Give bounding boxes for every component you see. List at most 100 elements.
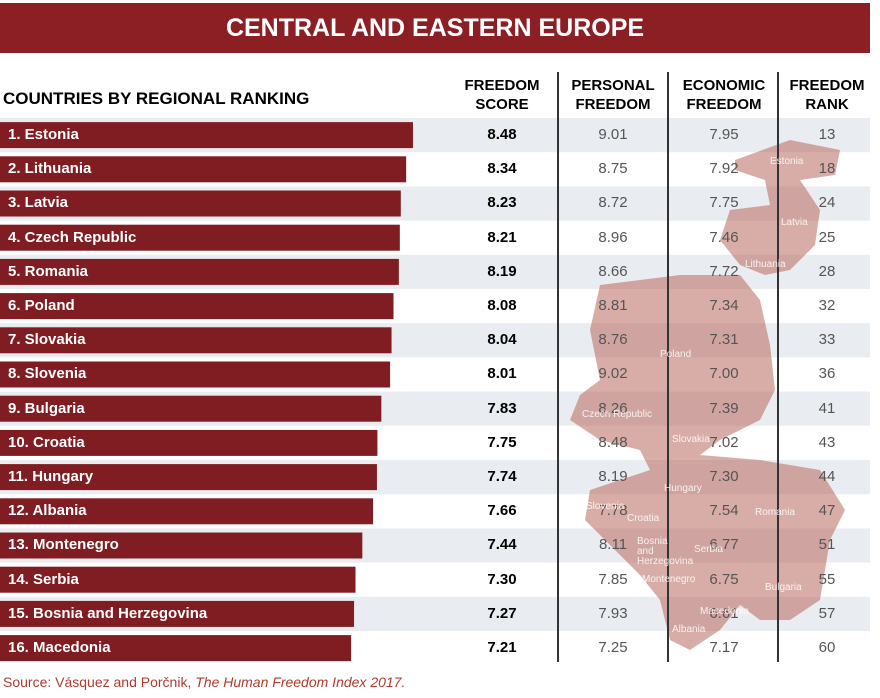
map-label: Slovenia [586, 501, 625, 512]
value-label: 7.75 [487, 433, 517, 451]
value-label: 8.34 [487, 160, 517, 178]
map-label: Czech Republic [582, 409, 653, 420]
value-label: 7.83 [487, 399, 517, 417]
bar [0, 532, 363, 559]
value-label: 57 [818, 604, 836, 622]
value-label: 25 [818, 228, 836, 246]
value-label: 7.34 [709, 297, 739, 314]
bar [0, 224, 400, 251]
value-label: 7.00 [709, 365, 739, 383]
value-label: 7.72 [709, 262, 739, 280]
category-label: 14. Serbia [8, 570, 79, 588]
map-label: Poland [660, 349, 692, 360]
bar [0, 566, 356, 593]
map [570, 140, 845, 650]
value-label: 8.76 [598, 331, 628, 349]
map-label: Albania [672, 624, 706, 635]
map-label: Bosnia and Herzegovina [637, 536, 694, 567]
bar [0, 190, 401, 217]
bar [0, 600, 355, 627]
value-label: 32 [818, 297, 836, 314]
value-label: 7.39 [709, 399, 739, 417]
category-label: 6. Poland [8, 297, 75, 314]
value-label: 47 [818, 502, 836, 520]
column-header: ECONOMIC FREEDOM [682, 77, 766, 113]
category-label: 3. Latvia [8, 194, 69, 212]
value-label: 44 [818, 468, 836, 485]
category-label: 1. Estonia [8, 126, 79, 143]
value-label: 7.66 [487, 502, 517, 520]
bar [0, 498, 374, 525]
title: CENTRAL AND EASTERN EUROPE [0, 3, 870, 53]
map-label: Bulgaria [765, 582, 802, 593]
value-label: 8.08 [487, 297, 517, 314]
value-label: 33 [818, 331, 836, 349]
value-label: 7.54 [709, 502, 739, 520]
value-label: 6.75 [709, 570, 739, 588]
map-label: Macedonia [700, 606, 749, 617]
category-label: 16. Macedonia [8, 639, 111, 656]
category-label: 8. Slovenia [8, 365, 87, 383]
bar [0, 429, 378, 456]
value-label: 60 [818, 639, 836, 656]
value-label: 7.27 [487, 604, 517, 622]
value-label: 7.30 [709, 468, 739, 485]
category-label: 12. Albania [8, 502, 87, 520]
value-label: 7.92 [709, 160, 739, 178]
bar [0, 395, 382, 422]
value-label: 7.95 [709, 126, 739, 143]
source-title: The Human Freedom Index 2017. [195, 674, 406, 690]
bar [0, 464, 377, 491]
bar [0, 361, 391, 388]
map-label: Slovakia [672, 434, 710, 445]
value-label: 8.21 [487, 228, 517, 246]
value-label: 43 [818, 433, 836, 451]
value-label: 41 [818, 399, 836, 417]
value-label: 9.01 [598, 126, 628, 143]
category-label: 4. Czech Republic [8, 228, 137, 246]
value-label: 8.04 [487, 331, 517, 349]
value-label: 7.44 [487, 536, 517, 554]
value-label: 8.48 [487, 126, 517, 143]
map-label: Croatia [627, 513, 660, 524]
value-label: 8.11 [598, 536, 628, 554]
value-label: 7.31 [709, 331, 739, 349]
value-label: 8.26 [598, 399, 628, 417]
value-label: 7.02 [709, 433, 739, 451]
value-label: 7.78 [598, 502, 628, 520]
value-label: 8.96 [598, 228, 628, 246]
category-label: 5. Romania [8, 262, 89, 280]
value-label: 13 [818, 126, 836, 143]
map-label: Montenegro [642, 574, 696, 585]
value-label: 7.75 [709, 194, 739, 212]
value-label: 7.30 [487, 570, 517, 588]
category-label: 9. Bulgaria [8, 399, 85, 417]
value-label: 6.77 [709, 536, 739, 554]
value-label: 7.21 [487, 639, 517, 656]
category-label: 10. Croatia [8, 433, 85, 451]
value-label: 8.01 [487, 365, 517, 383]
subtitle: COUNTRIES BY REGIONAL RANKING [3, 89, 310, 108]
value-label: 7.17 [709, 639, 739, 656]
bar [0, 156, 407, 183]
value-label: 8.19 [598, 468, 628, 485]
value-label: 8.66 [598, 262, 628, 280]
column-header: FREEDOM SCORE [464, 77, 540, 113]
map-label: Lithuania [745, 259, 786, 270]
column-header: PERSONAL FREEDOM [571, 77, 655, 113]
bar [0, 293, 394, 320]
bar [0, 258, 399, 285]
value-label: 18 [818, 160, 836, 178]
value-label: 36 [818, 365, 836, 383]
value-label: 8.72 [598, 194, 628, 212]
category-label: 11. Hungary [8, 468, 94, 485]
map-label: Estonia [770, 156, 804, 167]
value-label: 8.19 [487, 262, 517, 280]
value-label: 8.23 [487, 194, 517, 212]
value-label: 28 [818, 262, 836, 280]
value-label: 7.25 [598, 639, 628, 656]
category-label: 2. Lithuania [8, 160, 92, 178]
category-label: 13. Montenegro [8, 536, 119, 554]
